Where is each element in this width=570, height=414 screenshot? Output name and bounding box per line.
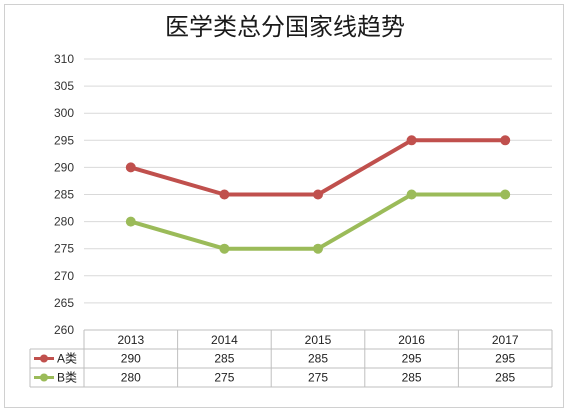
table-cell-value: 275: [308, 371, 328, 385]
table-cell-value: 290: [121, 352, 141, 366]
data-point: [500, 135, 511, 146]
series-points: [125, 135, 511, 254]
y-tick-label: 275: [54, 242, 74, 256]
table-cell-value: 285: [214, 352, 234, 366]
category-label: 2014: [211, 333, 238, 347]
data-point: [219, 243, 230, 254]
y-tick-label: 265: [54, 296, 74, 310]
y-tick-label: 295: [54, 133, 74, 147]
y-tick-label: 285: [54, 188, 74, 202]
data-point: [313, 243, 323, 254]
table-cell-value: 275: [214, 371, 234, 385]
legend-label: B类: [57, 371, 77, 385]
data-point: [406, 189, 417, 200]
chart-title: 医学类总分国家线趋势: [165, 13, 405, 41]
table-cell-value: 285: [495, 371, 515, 385]
legend-entry: A类: [34, 352, 77, 366]
y-tick-label: 290: [54, 160, 74, 174]
table-cell-value: 285: [402, 371, 422, 385]
table-cell-value: 285: [308, 352, 328, 366]
y-tick-label: 260: [54, 323, 74, 337]
y-tick-label: 305: [54, 79, 74, 93]
data-point: [125, 162, 136, 173]
category-label: 2015: [305, 333, 332, 347]
y-tick-label: 310: [54, 52, 74, 66]
legend-label: A类: [57, 352, 77, 366]
y-axis-ticks: 260 265 270 275 280 285 290 295 300 305 310: [54, 52, 74, 337]
legend-swatch-marker: [40, 373, 48, 382]
gridlines: [84, 58, 552, 304]
data-table: 2013 2014 2015 2016 2017 A类 290 285 285 295 295 B类 2…: [29, 329, 553, 388]
legend-swatch-marker: [40, 354, 48, 363]
y-tick-label: 280: [54, 215, 74, 229]
data-point: [125, 216, 136, 227]
data-point: [313, 189, 323, 200]
category-label: 2017: [492, 333, 519, 347]
data-point: [406, 135, 417, 146]
data-point: [500, 189, 511, 200]
table-cell-value: 280: [121, 371, 141, 385]
table-cell-value: 295: [402, 352, 422, 366]
y-tick-label: 300: [54, 106, 74, 120]
data-point: [219, 189, 230, 200]
category-label: 2013: [117, 333, 144, 347]
y-tick-label: 270: [54, 269, 74, 283]
chart-frame: [4, 4, 564, 408]
legend-entry: B类: [34, 371, 77, 385]
table-cell-value: 295: [495, 352, 515, 366]
category-label: 2016: [398, 333, 425, 347]
